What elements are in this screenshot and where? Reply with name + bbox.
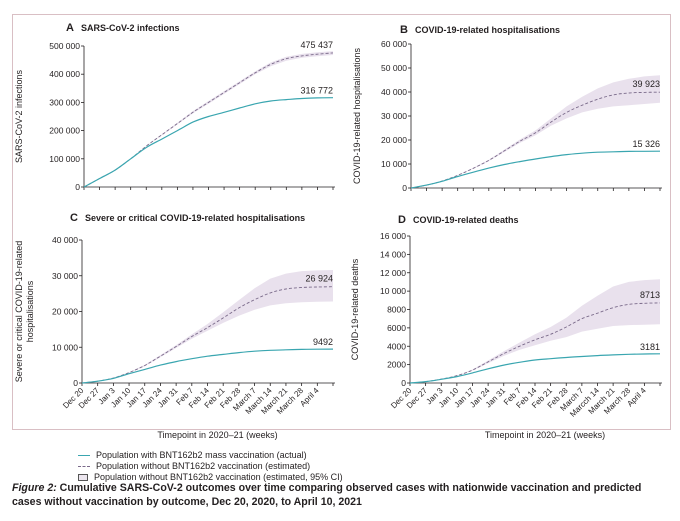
y-tick-label: 50 000 (381, 63, 407, 73)
end-label-actual: 3181 (640, 342, 660, 352)
ci-band (84, 51, 333, 187)
panel-title: SARS-CoV-2 infections (81, 23, 180, 33)
series-line-estimated (409, 302, 661, 384)
y-tick-label: 0 (401, 378, 406, 388)
legend-label: Population without BNT162b2 vaccination … (96, 461, 311, 471)
caption-text: Cumulative SARS-CoV-2 outcomes over time… (12, 482, 642, 508)
panel-title: Severe or critical COVID-19-related hosp… (85, 213, 305, 223)
y-tick-label: 100 000 (49, 154, 80, 164)
panel-d: D COVID-19-related deaths COVID-19-related… (350, 214, 662, 440)
y-axis-label: SARS-CoV-2 infections (14, 69, 24, 163)
end-label-actual: 316 772 (300, 86, 333, 96)
series-line-actual (409, 353, 661, 384)
y-tick-label: 16 000 (380, 231, 406, 241)
end-label-estimated: 8713 (640, 290, 660, 300)
y-tick-label: 10 000 (381, 159, 407, 169)
panel-title: COVID-19-related deaths (413, 215, 519, 225)
y-tick-label: 40 000 (381, 87, 407, 97)
y-axis-label: COVID-19-related deaths (350, 258, 360, 360)
panel-title: COVID-19-related hospitalisations (415, 25, 560, 35)
series-line-estimated (83, 52, 334, 188)
legend-item-ci: Population without BNT162b2 vaccination … (78, 472, 343, 483)
y-tick-label: 12 000 (380, 268, 406, 278)
series-line-estimated (410, 91, 661, 189)
y-tick-label: 0 (75, 182, 80, 192)
y-tick-label: 20 000 (381, 135, 407, 145)
series-line-actual (410, 150, 661, 189)
legend-item-estimated: Population without BNT162b2 vaccination … (78, 461, 343, 472)
y-tick-label: 400 000 (49, 69, 80, 79)
y-tick-label: 0 (73, 378, 78, 388)
end-label-estimated: 26 924 (305, 274, 333, 284)
y-tick-label: 2000 (387, 360, 406, 370)
legend-label: Population with BNT162b2 mass vaccinatio… (96, 450, 307, 460)
ci-band (411, 75, 660, 188)
y-tick-label: 200 000 (49, 126, 80, 136)
x-axis-label: Timepoint in 2020–21 (weeks) (157, 430, 277, 440)
legend: Population with BNT162b2 mass vaccinatio… (78, 450, 343, 483)
caption-label: Figure 2: (12, 482, 57, 494)
y-tick-label: 20 000 (52, 307, 78, 317)
y-tick-label: 0 (402, 183, 407, 193)
ci-band (410, 279, 660, 383)
solid-line-swatch-icon (78, 452, 90, 460)
legend-label: Population without BNT162b2 vaccination … (94, 472, 343, 482)
end-label-actual: 9492 (313, 337, 333, 347)
y-tick-label: 10 000 (52, 342, 78, 352)
y-axis-label: COVID-19-related hospitalisations (352, 47, 362, 184)
box-swatch-icon (78, 474, 88, 481)
series-line-actual (83, 97, 334, 188)
figure-caption: Figure 2: Cumulative SARS-CoV-2 outcomes… (12, 481, 672, 509)
panel-b: B COVID-19-related hospitalisations COVID-… (352, 24, 662, 193)
x-axis-label: Timepoint in 2020–21 (weeks) (485, 430, 605, 440)
series-line-estimated (81, 286, 334, 384)
legend-item-actual: Population with BNT162b2 mass vaccinatio… (78, 450, 343, 461)
x-tick-label: April 4 (298, 386, 321, 409)
y-tick-label: 30 000 (381, 111, 407, 121)
panel-letter: B (400, 24, 408, 36)
panel-c: C Severe or critical COVID-19-related hos… (14, 212, 335, 440)
y-tick-label: 60 000 (381, 39, 407, 49)
panel-letter: C (70, 212, 78, 224)
y-axis-label: hospitalisations (25, 280, 35, 342)
y-tick-label: 10 000 (380, 286, 406, 296)
panel-a: A SARS-CoV-2 infections SARS-CoV-2 infecti… (14, 22, 335, 192)
dashed-line-swatch-icon (78, 463, 90, 471)
end-label-estimated: 39 923 (632, 79, 660, 89)
y-tick-label: 40 000 (52, 235, 78, 245)
y-tick-label: 14 000 (380, 249, 406, 259)
y-tick-label: 8000 (387, 305, 406, 315)
end-label-actual: 15 326 (632, 139, 660, 149)
series-line-actual (81, 348, 334, 384)
panel-letter: D (398, 214, 406, 226)
y-tick-label: 300 000 (49, 97, 80, 107)
y-axis-label: Severe or critical COVID-19-related (14, 241, 24, 383)
end-label-estimated: 475 437 (300, 40, 333, 50)
y-tick-label: 30 000 (52, 271, 78, 281)
ci-band (82, 270, 333, 383)
y-tick-label: 4000 (387, 341, 406, 351)
y-tick-label: 500 000 (49, 41, 80, 51)
panel-letter: A (66, 22, 74, 34)
figure-frame (12, 14, 671, 430)
y-tick-label: 6000 (387, 323, 406, 333)
